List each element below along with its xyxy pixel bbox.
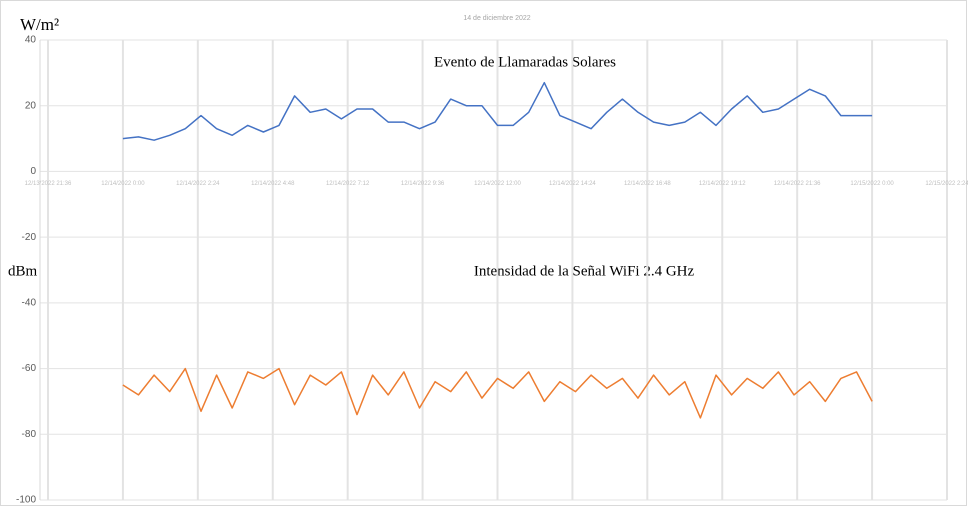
- x-tick-label: 12/13/2022 21:36: [25, 181, 72, 187]
- x-tick-label: 12/14/2022 9:36: [401, 181, 445, 187]
- x-tick-label: 12/14/2022 14:24: [549, 181, 596, 187]
- y-axis-label: W/m²: [20, 15, 59, 34]
- y-tick-label: -20: [22, 232, 37, 243]
- x-tick-label: 12/14/2022 21:36: [774, 181, 821, 187]
- x-tick-label: 12/14/2022 4:48: [251, 181, 295, 187]
- y-tick-label: -40: [22, 297, 37, 308]
- annotation: Evento de Llamaradas Solares: [434, 54, 616, 70]
- y-tick-label: -80: [22, 429, 37, 440]
- line-series: [122, 81, 873, 141]
- x-tick-label: 12/14/2022 16:48: [624, 181, 671, 187]
- y-tick-label: -100: [16, 495, 36, 506]
- chart-title: 14 de diciembre 2022: [463, 15, 530, 22]
- y-axis-label: dBm: [8, 263, 38, 279]
- y-tick-label: 20: [25, 100, 37, 111]
- x-tick-label: 12/15/2022 0:00: [850, 181, 894, 187]
- x-tick-label: 12/14/2022 7:12: [326, 181, 370, 187]
- x-tick-label: 12/15/2022 2:24: [925, 181, 968, 187]
- y-tick-label: 40: [25, 35, 37, 46]
- x-tick-label: 12/14/2022 2:24: [176, 181, 220, 187]
- annotation: Intensidad de la Señal WiFi 2.4 GHz: [474, 263, 695, 279]
- y-tick-label: -60: [22, 363, 37, 374]
- line-series: [122, 367, 873, 419]
- x-tick-label: 12/14/2022 0:00: [101, 181, 145, 187]
- x-tick-label: 12/14/2022 12:00: [474, 181, 521, 187]
- x-tick-label: 12/14/2022 19:12: [699, 181, 746, 187]
- y-tick-label: 0: [30, 166, 36, 177]
